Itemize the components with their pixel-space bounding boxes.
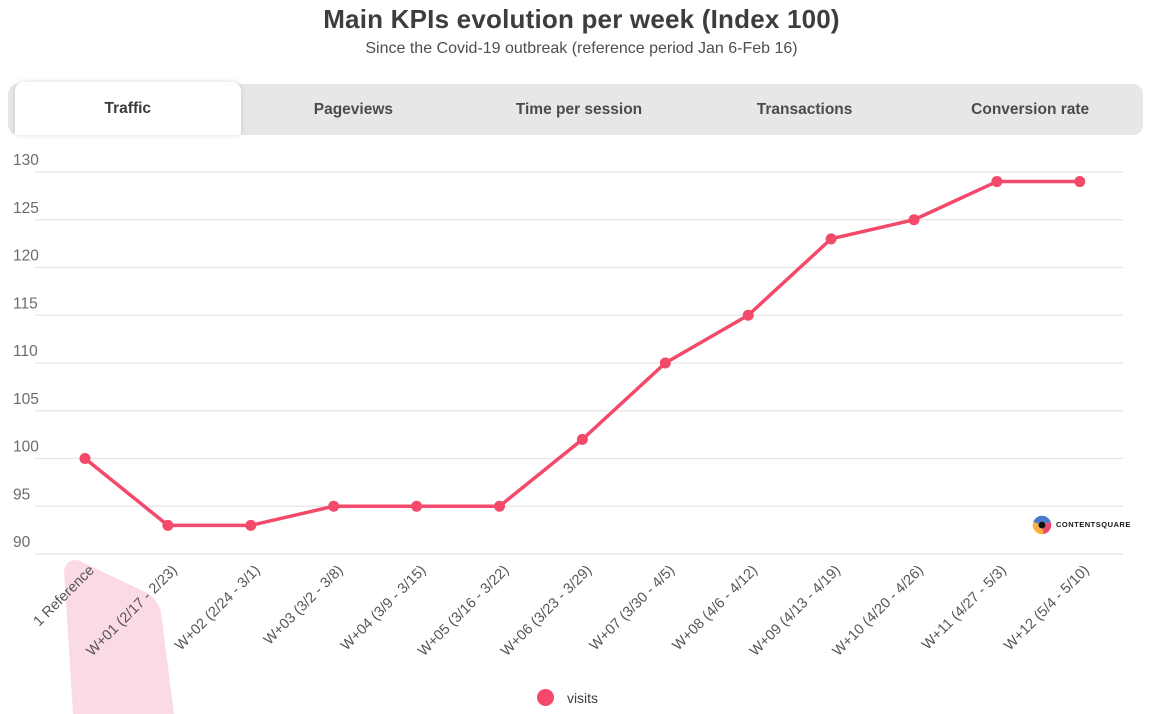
page-title: Main KPIs evolution per week (Index 100) xyxy=(323,4,840,34)
x-axis-tick-label: W+10 (4/20 - 4/26) xyxy=(830,563,927,660)
x-axis-tick-label: W+06 (3/23 - 3/29) xyxy=(498,563,595,660)
tab-traffic[interactable]: Traffic xyxy=(15,82,241,135)
y-axis-tick-label: 120 xyxy=(13,248,39,265)
contentsquare-logo: CONTENTSQUARE xyxy=(1032,513,1131,535)
chart-header: Main KPIs evolution per week (Index 100)… xyxy=(0,4,1163,58)
y-axis-tick-label: 115 xyxy=(13,295,38,312)
data-point[interactable] xyxy=(411,500,423,512)
tab-transactions-label: Transactions xyxy=(756,100,853,118)
tab-pageviews[interactable]: Pageviews xyxy=(241,84,467,135)
data-point[interactable] xyxy=(742,309,754,321)
series-line-visits xyxy=(83,179,1082,528)
chart-legend: visits xyxy=(0,689,1135,706)
data-point[interactable] xyxy=(494,500,505,512)
highlight-blob xyxy=(64,560,174,714)
y-axis-tick-label: 130 xyxy=(13,152,39,169)
data-point[interactable] xyxy=(825,233,837,245)
data-point[interactable] xyxy=(991,176,1003,188)
x-axis-tick-label: W+03 (3/2 - 3/8) xyxy=(261,563,347,649)
data-point[interactable] xyxy=(328,500,340,512)
y-axis-tick-label: 105 xyxy=(13,391,39,408)
kpi-line-chart: 90 95 100 105 110 115 120 125 130 1 ReferenceW+0… xyxy=(13,152,1123,714)
series-layer xyxy=(79,176,1086,531)
x-axis-tick-label: W+08 (4/6 - 4/12) xyxy=(670,563,761,654)
y-axis-tick-label: 90 xyxy=(13,534,31,551)
tab-transactions[interactable]: Transactions xyxy=(692,84,918,135)
contentsquare-logo-icon xyxy=(1032,515,1052,535)
tab-time-per-session[interactable]: Time per session xyxy=(466,84,692,135)
page-subtitle: Since the Covid-19 outbreak (reference p… xyxy=(365,40,798,57)
x-axis-tick-label: W+12 (5/4 - 5/10) xyxy=(1001,563,1092,654)
x-axis-tick-label: W+11 (4/27 - 5/3) xyxy=(919,563,1010,654)
data-point[interactable] xyxy=(245,519,257,531)
grid-layer: 90 95 100 105 110 115 120 125 130 xyxy=(13,152,1123,555)
kpi-tab-bar: Traffic Pageviews Time per session Trans… xyxy=(8,82,1143,135)
x-axis-tick-label: W+02 (2/24 - 3/1) xyxy=(172,563,263,654)
y-axis-tick-label: 125 xyxy=(13,200,39,217)
tab-traffic-label: Traffic xyxy=(104,99,152,117)
tab-time-per-session-label: Time per session xyxy=(515,100,643,118)
data-point[interactable] xyxy=(908,214,920,226)
legend-label-visits: visits xyxy=(566,689,599,706)
x-axis-tick-label: W+04 (3/9 - 3/15) xyxy=(338,563,429,654)
contentsquare-logo-text: CONTENTSQUARE xyxy=(1056,519,1131,529)
data-point[interactable] xyxy=(162,519,174,531)
tab-conversion-rate[interactable]: Conversion rate xyxy=(917,84,1143,135)
tab-conversion-rate-label: Conversion rate xyxy=(971,100,1090,118)
legend-marker-visits[interactable] xyxy=(536,689,554,706)
x-axis-tick-label: W+07 (3/30 - 4/5) xyxy=(587,563,678,654)
x-axis-tick-label: W+09 (4/13 - 4/19) xyxy=(747,563,844,660)
data-point[interactable] xyxy=(79,453,91,464)
x-axis-tick-label: W+05 (3/16 - 3/22) xyxy=(415,563,512,660)
data-point[interactable] xyxy=(659,357,671,369)
y-axis-tick-label: 110 xyxy=(13,343,38,360)
data-point[interactable] xyxy=(576,433,588,445)
data-point[interactable] xyxy=(1074,176,1086,188)
tab-pageviews-label: Pageviews xyxy=(313,100,394,118)
y-axis-tick-label: 95 xyxy=(13,486,30,503)
y-axis-tick-label: 100 xyxy=(13,439,39,456)
